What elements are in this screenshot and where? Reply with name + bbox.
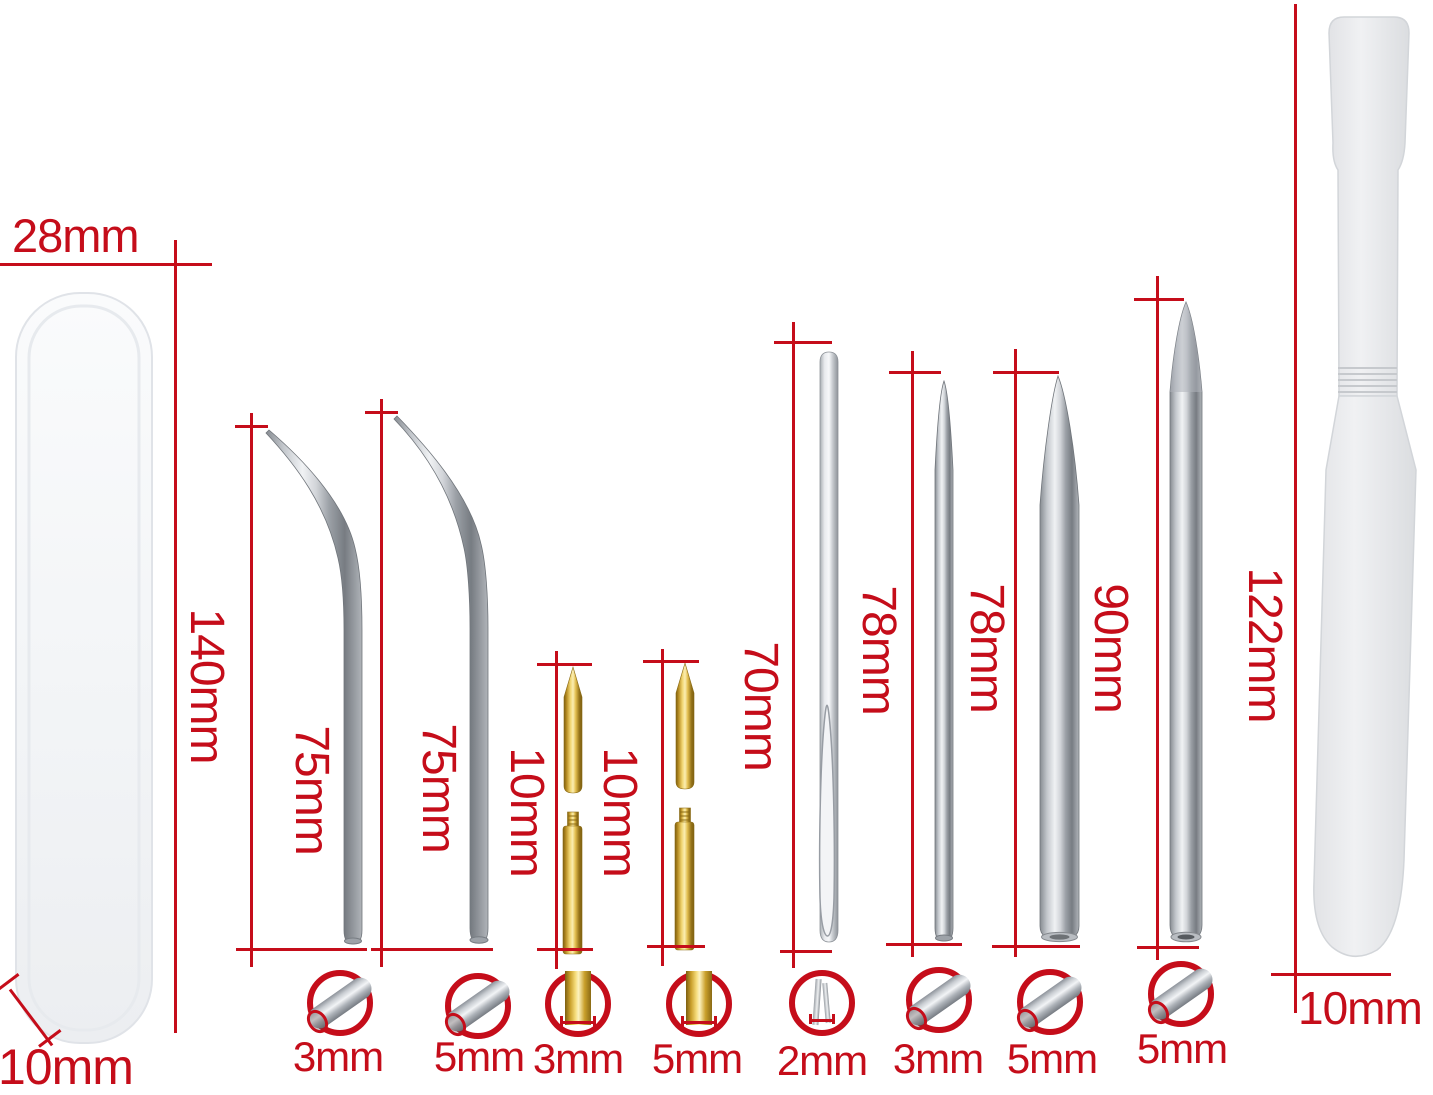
dim-line-bent-needle-5mm (380, 399, 383, 967)
dim-tick (365, 411, 398, 414)
dim-tick (537, 948, 593, 951)
needle-78-3mm-bore (935, 934, 953, 942)
smoothing-tool-width-label: 10mm (1298, 982, 1423, 1034)
dim-tick (643, 660, 699, 663)
needle-90-diameter-label: 5mm (1136, 1025, 1228, 1072)
bore-tick (560, 1016, 563, 1028)
detail-circle-needle-78-3mm (906, 967, 972, 1033)
bent-needle-5mm (393, 415, 489, 944)
dim-tick (889, 371, 941, 374)
brass-tip-5mm (674, 661, 695, 951)
brass-tip-3mm-length-label: 10mm (500, 747, 553, 877)
brass-tip-5mm-threads (679, 811, 691, 821)
dim-line-brass-tip-3mm (555, 651, 558, 969)
brass-tube-end (686, 971, 712, 1025)
dim-line-brass-tip-5mm (660, 649, 664, 966)
dim-tick (647, 945, 705, 948)
bore-tick (809, 1014, 812, 1024)
bent-needle-5mm-bore (469, 936, 489, 944)
dim-line-needle-90 (1155, 276, 1159, 960)
brass-tip-5mm-diameter-label: 5mm (651, 1035, 743, 1082)
needle-78-5mm-length-label: 78mm (960, 583, 1013, 713)
needle-90-length-label: 90mm (1084, 583, 1137, 713)
bore-tick (832, 1014, 835, 1024)
storage-case (15, 292, 153, 1044)
dim-line-needle-78-5mm (1013, 349, 1017, 957)
case-depth-label: 10mm (0, 1039, 134, 1095)
detail-circle-needle-90-5mm (1148, 961, 1214, 1027)
case-length-label: 140mm (180, 608, 233, 764)
bore-tick (714, 1016, 717, 1028)
dim-tick (1134, 298, 1184, 301)
dim-tick (236, 948, 367, 951)
dim-line-smoothing-tool (1294, 4, 1297, 1013)
needle-78-5mm-bore-hole (1049, 934, 1070, 940)
detail-circle-bent-needle-3mm (307, 970, 373, 1036)
detail-circle-needle-78-5mm (1017, 969, 1083, 1035)
brass-tip-3mm (562, 665, 583, 955)
dim-tick (235, 425, 268, 428)
dim-tick (371, 948, 493, 951)
dim-tick (1271, 973, 1391, 976)
lacing-needle-length-label: 70mm (734, 641, 787, 771)
needle-78-3mm-diameter-label: 3mm (892, 1035, 984, 1082)
bent-needle-5mm-diameter-label: 5mm (433, 1033, 525, 1080)
dim-tick (886, 943, 962, 946)
dim-line-needle-78-3mm (910, 351, 914, 957)
bore-tick (593, 1016, 596, 1028)
dim-tick (780, 950, 832, 953)
dim-tick (993, 371, 1059, 374)
dim-tick (774, 341, 832, 344)
needle-78-3mm (934, 379, 954, 942)
bore-tick (681, 1021, 717, 1024)
smoothing-tool-grip-ridges (1338, 367, 1397, 393)
brass-tip-5mm-length-label: 10mm (593, 747, 646, 877)
smoothing-tool (1313, 16, 1417, 957)
needle-78-3mm-length-label: 78mm (852, 585, 905, 715)
bent-needle-3mm-bore (344, 937, 362, 945)
brass-tube-end (565, 971, 591, 1025)
dim-line-case-width (0, 263, 212, 266)
bent-needle-3mm-length-label: 75mm (285, 725, 338, 855)
dim-tick (1137, 946, 1199, 949)
brass-tip-3mm-threads (567, 815, 579, 825)
bent-needle-3mm-diameter-label: 3mm (292, 1033, 384, 1080)
bore-tick (809, 1019, 835, 1022)
needle-90-5mm (1169, 301, 1203, 943)
dim-tick (992, 945, 1080, 948)
smoothing-tool-length-label: 122mm (1238, 567, 1291, 723)
dim-line-case-length (173, 240, 177, 1033)
bent-needle-5mm-length-label: 75mm (412, 723, 465, 853)
bent-needle-3mm (265, 429, 363, 945)
needle-78-5mm (1039, 374, 1080, 941)
bore-tick (560, 1021, 596, 1024)
lacing-needle-diameter-label: 2mm (776, 1037, 868, 1084)
needle-78-5mm-diameter-label: 5mm (1006, 1035, 1098, 1082)
detail-circle-lacing-needle-2mm (789, 970, 855, 1036)
bore-tick (681, 1016, 684, 1028)
case-width-label: 28mm (12, 209, 140, 262)
dim-tick (537, 663, 592, 666)
dim-line-lacing-needle (791, 322, 795, 968)
lacing-needle-2mm (818, 351, 839, 943)
brass-tip-3mm-diameter-label: 3mm (532, 1035, 624, 1082)
dim-line-bent-needle-3mm (250, 413, 253, 967)
detail-circle-bent-needle-5mm (445, 973, 511, 1039)
